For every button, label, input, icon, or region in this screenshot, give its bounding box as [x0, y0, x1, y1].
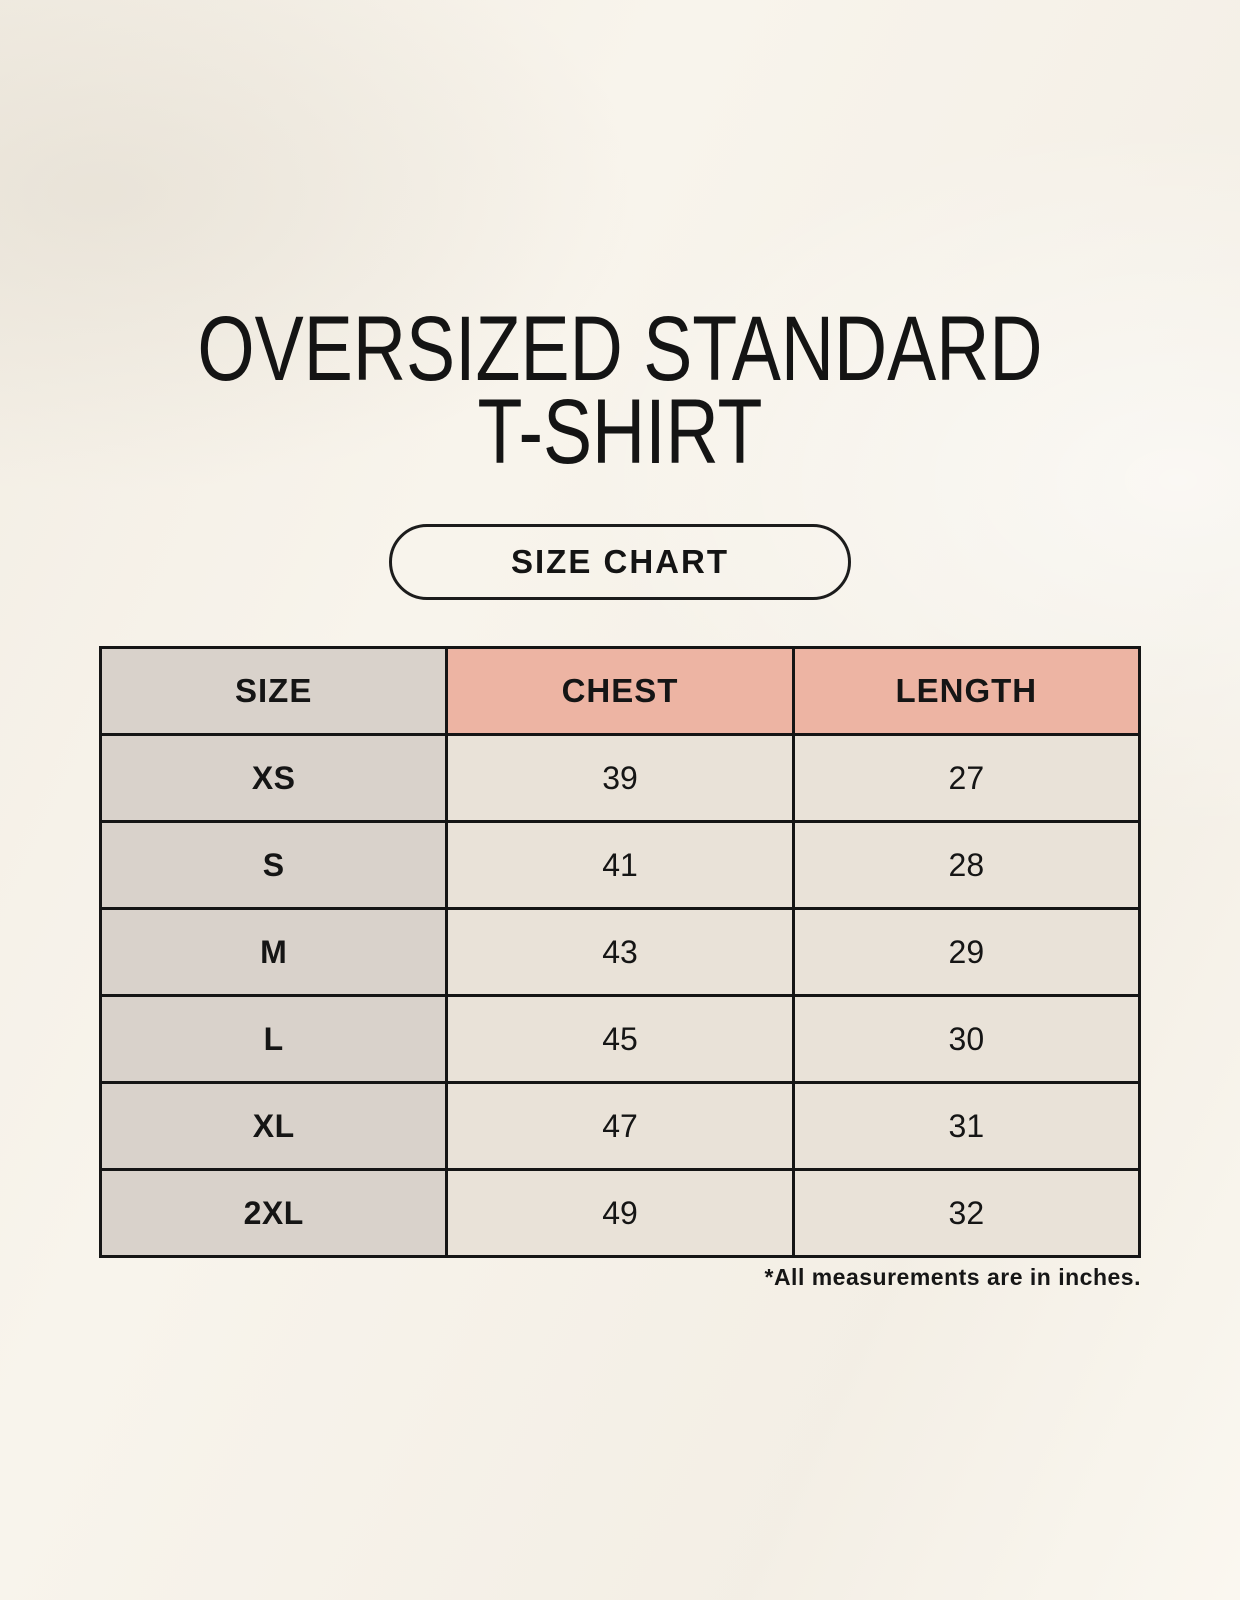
column-header-length: LENGTH [791, 646, 1142, 736]
size-label: S [98, 820, 449, 910]
length-value: 28 [791, 820, 1142, 910]
length-value: 27 [791, 733, 1142, 823]
table-header-row: SIZE CHEST LENGTH [98, 646, 1142, 736]
table-row-xl: XL 47 31 [98, 1081, 1142, 1171]
page-title: OVERSIZED STANDARD T-SHIRT [124, 303, 1116, 478]
page-title-line2: T-SHIRT [477, 380, 763, 483]
table-row-l: L 45 30 [98, 994, 1142, 1084]
chest-value: 47 [445, 1081, 795, 1171]
table-row-xs: XS 39 27 [98, 733, 1142, 823]
table-row-s: S 41 28 [98, 820, 1142, 910]
length-value: 30 [791, 994, 1142, 1084]
size-label: XL [98, 1081, 449, 1171]
chest-value: 43 [445, 907, 795, 997]
chest-value: 45 [445, 994, 795, 1084]
chest-value: 49 [445, 1168, 795, 1258]
page-title-line1: OVERSIZED STANDARD [197, 298, 1043, 400]
size-label: L [98, 994, 449, 1084]
table-row-m: M 43 29 [98, 907, 1142, 997]
size-chart-table: SIZE CHEST LENGTH XS 39 27 S 41 28 M 43 … [98, 646, 1142, 1258]
table-row-2xl: 2XL 49 32 [98, 1168, 1142, 1258]
size-chart-button[interactable]: SIZE CHART [389, 524, 851, 600]
size-label: 2XL [98, 1168, 449, 1258]
length-value: 29 [791, 907, 1142, 997]
measurements-footnote: *All measurements are in inches. [764, 1264, 1141, 1290]
length-value: 32 [791, 1168, 1142, 1258]
chest-value: 39 [445, 733, 795, 823]
column-header-chest: CHEST [445, 646, 795, 736]
size-label: XS [98, 733, 449, 823]
length-value: 31 [791, 1081, 1142, 1171]
chest-value: 41 [445, 820, 795, 910]
size-label: M [98, 907, 449, 997]
column-header-size: SIZE [98, 646, 449, 736]
